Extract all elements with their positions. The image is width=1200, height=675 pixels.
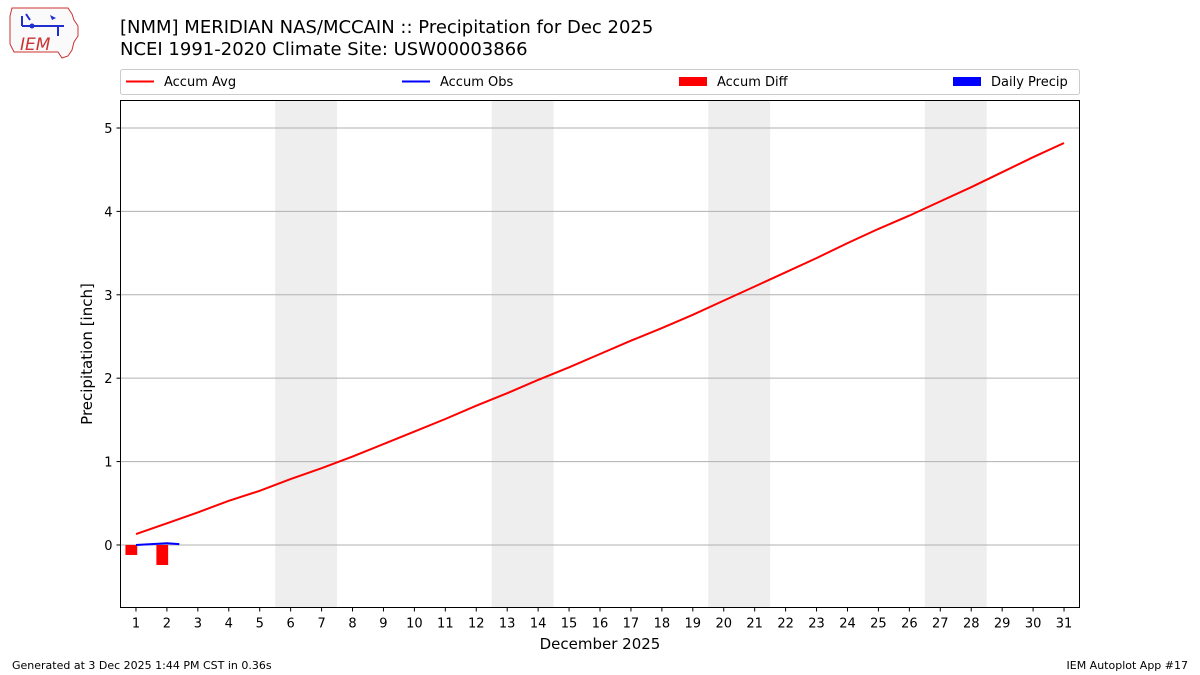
bar-accum-diff-day-1	[125, 544, 138, 555]
weather-station-icon	[21, 13, 64, 36]
x-tick-label-2: 2	[163, 617, 171, 632]
x-tick-label-28: 28	[963, 617, 980, 632]
y-tick-label-3: 3	[104, 289, 112, 304]
line-series	[135, 142, 1065, 546]
x-tick-label-23: 23	[808, 617, 825, 632]
x-tick-label-5: 5	[256, 617, 264, 632]
x-tick-label-13: 13	[499, 617, 516, 632]
iem-logo: IEM	[9, 7, 79, 59]
weekend-band-1	[491, 100, 554, 608]
legend: Accum Avg Accum Obs Accum Diff Daily Precip	[120, 69, 1080, 95]
chart-subtitle: NCEI 1991-2020 Climate Site: USW00003866	[120, 39, 528, 60]
x-tick-label-20: 20	[715, 617, 732, 632]
x-tick-label-10: 10	[406, 617, 423, 632]
x-tick-label-26: 26	[901, 617, 918, 632]
weekend-shading	[275, 100, 987, 608]
app-credit: IEM Autoplot App #17	[1066, 659, 1189, 672]
x-axis-label: December 2025	[540, 635, 661, 653]
x-tick-label-31: 31	[1056, 617, 1073, 632]
x-tick-label-9: 9	[379, 617, 387, 632]
legend-label-2: Accum Diff	[717, 75, 789, 90]
grid-lines	[120, 127, 1080, 546]
x-tick-label-25: 25	[870, 617, 887, 632]
bar-accum-diff-day-2	[156, 544, 169, 565]
x-tick-label-19: 19	[685, 617, 702, 632]
legend-label-1: Accum Obs	[440, 75, 513, 90]
y-tick-label-4: 4	[104, 205, 112, 220]
x-tick-label-30: 30	[1025, 617, 1042, 632]
x-tick-label-15: 15	[561, 617, 578, 632]
x-tick-label-24: 24	[839, 617, 856, 632]
series-line-accum-avg	[135, 142, 1065, 536]
weekend-band-2	[708, 100, 771, 608]
legend-label-3: Daily Precip	[991, 75, 1068, 90]
x-tick-label-27: 27	[932, 617, 949, 632]
x-tick-label-18: 18	[654, 617, 671, 632]
x-tick-label-22: 22	[777, 617, 794, 632]
y-tick-label-1: 1	[104, 456, 112, 471]
iowa-map-outline-icon	[9, 7, 79, 59]
x-tick-label-8: 8	[348, 617, 356, 632]
x-tick-label-7: 7	[317, 617, 325, 632]
x-tick-label-6: 6	[287, 617, 295, 632]
series-line-accum-obs	[135, 542, 180, 546]
y-axis-label: Precipitation [inch]	[78, 283, 96, 425]
x-tick-label-17: 17	[623, 617, 640, 632]
legend-swatch-2	[679, 77, 707, 86]
x-tick-label-14: 14	[530, 617, 547, 632]
x-tick-label-21: 21	[746, 617, 763, 632]
x-tick-label-4: 4	[225, 617, 233, 632]
x-tick-label-1: 1	[132, 617, 140, 632]
legend-swatch-3	[953, 77, 981, 86]
x-tick-label-29: 29	[994, 617, 1011, 632]
y-tick-label-5: 5	[104, 122, 112, 137]
logo-text: IEM	[20, 35, 51, 55]
weekend-band-0	[275, 100, 338, 608]
generated-timestamp: Generated at 3 Dec 2025 1:44 PM CST in 0…	[12, 659, 272, 672]
y-tick-label-2: 2	[104, 372, 112, 387]
weekend-band-3	[924, 100, 987, 608]
y-tick-label-0: 0	[104, 539, 112, 554]
chart-title: [NMM] MERIDIAN NAS/MCCAIN :: Precipitati…	[120, 17, 654, 38]
legend-label-0: Accum Avg	[164, 75, 236, 90]
x-tick-label-12: 12	[468, 617, 485, 632]
x-tick-label-3: 3	[194, 617, 202, 632]
x-tick-label-16: 16	[592, 617, 609, 632]
x-tick-label-11: 11	[437, 617, 454, 632]
bar-series	[125, 544, 169, 565]
